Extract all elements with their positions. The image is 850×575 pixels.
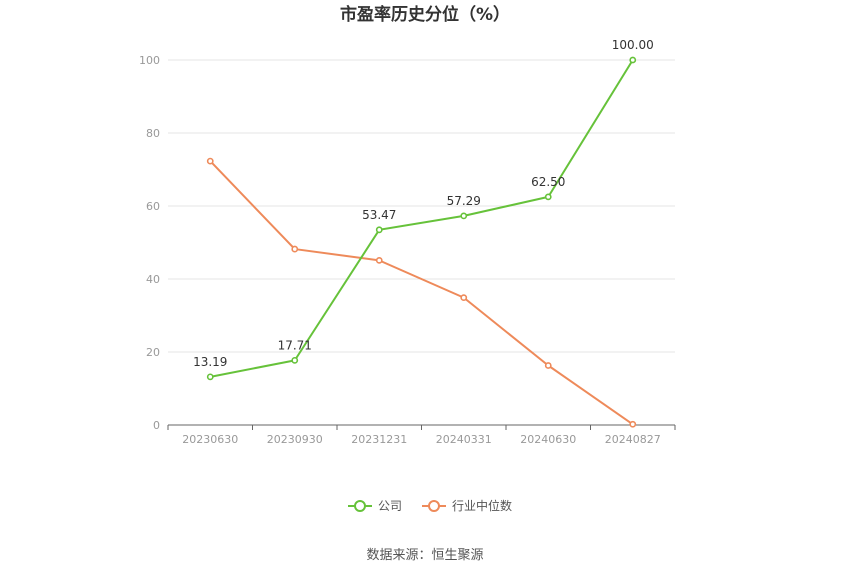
y-axis: 0 20 40 60 80 100 — [139, 54, 160, 432]
legend-item-1[interactable]: 行业中位数 — [422, 498, 512, 513]
y-tick-label-40: 40 — [146, 273, 160, 286]
data-point-0-2 — [375, 226, 383, 234]
chart-title: 市盈率历史分位（%） — [340, 4, 510, 25]
x-tick-label-20231231: 20231231 — [351, 433, 407, 446]
data-label-0-2: 53.47 — [362, 208, 396, 222]
y-tick-label-0: 0 — [153, 419, 160, 432]
data-label-0-5: 100.00 — [612, 38, 654, 52]
legend[interactable]: 公司 行业中位数 — [348, 498, 512, 513]
data-point-1-5 — [629, 420, 637, 428]
data-point-0-5 — [629, 56, 637, 64]
data-point-0-1 — [291, 356, 299, 364]
x-tick-label-20240331: 20240331 — [436, 433, 492, 446]
legend-label-0: 公司 — [378, 499, 402, 513]
data-point-0-4 — [544, 193, 552, 201]
grid-lines — [168, 59, 675, 353]
legend-item-0[interactable]: 公司 — [348, 499, 402, 513]
x-axis: 20230630 20230930 20231231 20240331 20240630… — [167, 424, 676, 446]
y-tick-label-60: 60 — [146, 200, 160, 213]
data-label-0-1: 17.71 — [278, 338, 312, 352]
data-point-1-1 — [291, 245, 299, 253]
y-tick-label-100: 100 — [139, 54, 160, 67]
data-label-0-3: 57.29 — [447, 194, 481, 208]
data-label-0-0: 13.19 — [193, 355, 227, 369]
data-point-0-3 — [460, 212, 468, 220]
source-note: 数据来源：恒生聚源 — [366, 548, 483, 563]
x-tick-label-20230630: 20230630 — [182, 433, 238, 446]
series-line-0 — [210, 59, 634, 378]
data-point-0-0 — [206, 373, 214, 381]
data-point-1-2 — [375, 256, 383, 264]
legend-swatch-marker — [428, 500, 440, 512]
data-point-1-4 — [544, 362, 552, 369]
data-label-0-4: 62.50 — [531, 175, 565, 189]
y-tick-label-80: 80 — [146, 127, 160, 140]
y-tick-label-20: 20 — [146, 346, 160, 359]
data-point-1-0 — [206, 157, 214, 165]
series-line-1 — [209, 160, 634, 426]
data-point-1-3 — [460, 294, 468, 302]
x-tick-label-20240827: 20240827 — [605, 433, 661, 446]
legend-label-1: 行业中位数 — [452, 498, 512, 513]
x-tick-label-20240630: 20240630 — [520, 433, 576, 446]
series-layer: 13.19 17.71 53.47 57.29 62.50 100.00 — [193, 38, 654, 428]
legend-swatch-marker — [354, 500, 366, 512]
x-tick-label-20230930: 20230930 — [267, 433, 323, 446]
